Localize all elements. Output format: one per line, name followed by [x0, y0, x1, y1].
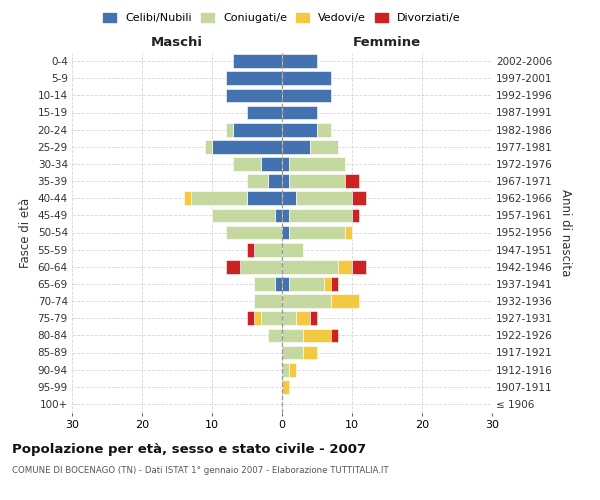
Bar: [268, 328, 282, 342]
Y-axis label: Fasce di età: Fasce di età: [19, 198, 32, 268]
Bar: [282, 294, 331, 308]
Bar: [191, 192, 247, 205]
Bar: [233, 123, 282, 136]
Bar: [289, 208, 352, 222]
Bar: [226, 260, 240, 274]
Bar: [226, 88, 282, 102]
Bar: [282, 106, 317, 120]
Bar: [303, 328, 331, 342]
Bar: [282, 380, 289, 394]
Bar: [282, 192, 296, 205]
Bar: [282, 277, 289, 291]
Bar: [261, 312, 282, 325]
Bar: [310, 312, 317, 325]
Bar: [254, 294, 282, 308]
Bar: [254, 312, 261, 325]
Bar: [317, 123, 331, 136]
Bar: [282, 54, 317, 68]
Bar: [289, 277, 324, 291]
Bar: [345, 174, 359, 188]
Bar: [345, 226, 352, 239]
Bar: [324, 277, 331, 291]
Text: Maschi: Maschi: [151, 36, 203, 49]
Bar: [226, 72, 282, 85]
Bar: [282, 208, 289, 222]
Legend: Celibi/Nubili, Coniugati/e, Vedovi/e, Divorziati/e: Celibi/Nubili, Coniugati/e, Vedovi/e, Di…: [99, 8, 465, 28]
Bar: [247, 312, 254, 325]
Bar: [282, 260, 338, 274]
Bar: [282, 328, 303, 342]
Bar: [303, 346, 317, 360]
Bar: [310, 140, 338, 153]
Bar: [296, 312, 310, 325]
Text: COMUNE DI BOCENAGO (TN) - Dati ISTAT 1° gennaio 2007 - Elaborazione TUTTITALIA.I: COMUNE DI BOCENAGO (TN) - Dati ISTAT 1° …: [12, 466, 389, 475]
Bar: [289, 226, 345, 239]
Bar: [282, 140, 310, 153]
Bar: [282, 123, 317, 136]
Bar: [254, 243, 282, 256]
Bar: [331, 328, 338, 342]
Y-axis label: Anni di nascita: Anni di nascita: [559, 189, 572, 276]
Bar: [282, 88, 331, 102]
Bar: [184, 192, 191, 205]
Bar: [338, 260, 352, 274]
Bar: [247, 192, 282, 205]
Text: Femmine: Femmine: [353, 36, 421, 49]
Bar: [282, 157, 289, 171]
Bar: [289, 363, 296, 376]
Bar: [226, 123, 233, 136]
Bar: [282, 174, 289, 188]
Bar: [282, 243, 303, 256]
Bar: [275, 208, 282, 222]
Bar: [233, 157, 261, 171]
Bar: [205, 140, 212, 153]
Bar: [352, 192, 366, 205]
Bar: [240, 260, 282, 274]
Bar: [268, 174, 282, 188]
Bar: [212, 140, 282, 153]
Bar: [296, 192, 352, 205]
Bar: [212, 208, 275, 222]
Bar: [282, 363, 289, 376]
Bar: [226, 226, 282, 239]
Bar: [352, 208, 359, 222]
Bar: [282, 226, 289, 239]
Bar: [247, 174, 268, 188]
Bar: [282, 346, 303, 360]
Bar: [289, 157, 345, 171]
Bar: [254, 277, 275, 291]
Text: Popolazione per età, sesso e stato civile - 2007: Popolazione per età, sesso e stato civil…: [12, 442, 366, 456]
Bar: [282, 72, 331, 85]
Bar: [247, 243, 254, 256]
Bar: [282, 312, 296, 325]
Bar: [247, 106, 282, 120]
Bar: [289, 174, 345, 188]
Bar: [331, 277, 338, 291]
Bar: [352, 260, 366, 274]
Bar: [233, 54, 282, 68]
Bar: [331, 294, 359, 308]
Bar: [275, 277, 282, 291]
Bar: [261, 157, 282, 171]
